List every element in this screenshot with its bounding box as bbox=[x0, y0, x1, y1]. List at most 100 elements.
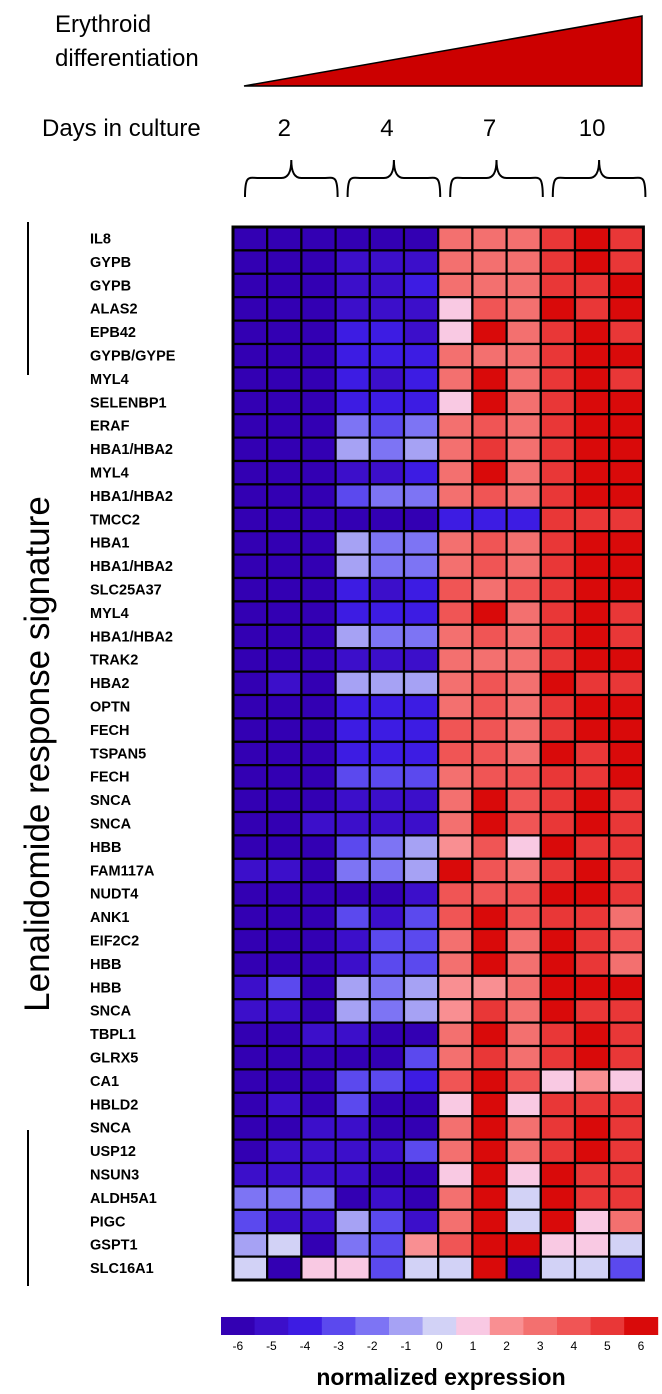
heatmap-cell bbox=[266, 1068, 303, 1094]
heatmap-cell bbox=[266, 1255, 303, 1282]
heatmap-cell bbox=[368, 1091, 406, 1118]
heatmap-cell bbox=[402, 1161, 440, 1188]
gene-label: MYL4 bbox=[90, 606, 129, 622]
heatmap-cell bbox=[334, 1208, 371, 1235]
heatmap-cell bbox=[300, 904, 337, 931]
heatmap-cell bbox=[573, 1208, 611, 1235]
legend-swatch bbox=[288, 1317, 323, 1335]
heatmap-cell bbox=[437, 389, 474, 416]
heatmap-cell bbox=[368, 1255, 406, 1282]
heatmap-cell bbox=[608, 506, 645, 533]
heatmap-cell bbox=[505, 413, 542, 439]
heatmap-cell bbox=[437, 225, 474, 252]
heatmap-cell bbox=[402, 1232, 440, 1258]
heatmap-cell bbox=[539, 576, 577, 603]
heatmap-cell bbox=[608, 670, 645, 697]
heatmap-cell bbox=[266, 1115, 303, 1141]
heatmap-cell bbox=[300, 857, 337, 884]
day-group-braces bbox=[244, 159, 647, 198]
legend-tick-label: 6 bbox=[638, 1339, 645, 1353]
heatmap-cell bbox=[437, 249, 474, 275]
gene-label: FECH bbox=[90, 723, 129, 739]
heatmap-cell bbox=[231, 904, 269, 931]
heatmap-cell bbox=[539, 389, 577, 416]
heatmap-cell bbox=[608, 647, 645, 673]
heatmap-cell bbox=[608, 296, 645, 322]
heatmap-cell bbox=[231, 1255, 269, 1282]
heatmap-cell bbox=[334, 272, 371, 299]
heatmap-cell bbox=[573, 693, 611, 720]
gene-label: ALDH5A1 bbox=[90, 1191, 157, 1207]
heatmap-cell bbox=[402, 436, 440, 463]
heatmap-cell bbox=[300, 927, 337, 954]
heatmap-cell bbox=[539, 553, 577, 580]
heatmap-cell bbox=[437, 1021, 474, 1048]
heatmap-cell bbox=[266, 1185, 303, 1211]
heatmap-cell bbox=[573, 553, 611, 580]
heatmap-cell bbox=[608, 834, 645, 860]
heatmap-cell bbox=[471, 530, 508, 556]
gene-label: TMCC2 bbox=[90, 512, 140, 528]
heatmap-cell bbox=[402, 366, 440, 392]
heatmap-cell bbox=[539, 857, 577, 884]
heatmap-cell bbox=[437, 693, 474, 720]
gene-label: SNCA bbox=[90, 793, 132, 809]
heatmap-cell bbox=[231, 1044, 269, 1071]
heatmap-cell bbox=[334, 1021, 371, 1048]
legend-swatches bbox=[221, 1317, 659, 1335]
heatmap-cell bbox=[437, 927, 474, 954]
heatmap-cell bbox=[368, 413, 406, 439]
heatmap-cell bbox=[300, 576, 337, 603]
heatmap-cell bbox=[437, 553, 474, 580]
heatmap-cell bbox=[608, 904, 645, 931]
heatmap-cell bbox=[368, 530, 406, 556]
heatmap-cell bbox=[300, 670, 337, 697]
heatmap-cell bbox=[539, 740, 577, 767]
heatmap-cell bbox=[368, 272, 406, 299]
heatmap-cell bbox=[266, 693, 303, 720]
heatmap-cell bbox=[471, 413, 508, 439]
gene-label: GYPB bbox=[90, 278, 131, 294]
heatmap-cell bbox=[539, 342, 577, 369]
heatmap-cell bbox=[368, 249, 406, 275]
heatmap-cell bbox=[608, 1068, 645, 1094]
heatmap-cell bbox=[437, 717, 474, 743]
gene-label: OPTN bbox=[90, 700, 130, 716]
heatmap-cell bbox=[573, 249, 611, 275]
gene-label: ANK1 bbox=[90, 910, 129, 926]
heatmap-cell bbox=[402, 834, 440, 860]
heatmap-cells bbox=[231, 225, 645, 1282]
signature-side: Lenalidomide response signature bbox=[18, 222, 57, 1286]
heatmap-cell bbox=[402, 647, 440, 673]
heatmap-cell bbox=[471, 670, 508, 697]
heatmap-cell bbox=[505, 1044, 542, 1071]
heatmap-cell bbox=[402, 1115, 440, 1141]
heatmap-cell bbox=[573, 810, 611, 837]
heatmap-cell bbox=[300, 810, 337, 837]
heatmap-cell bbox=[539, 834, 577, 860]
heatmap-cell bbox=[573, 1115, 611, 1141]
heatmap-cell bbox=[334, 576, 371, 603]
heatmap-cell bbox=[334, 249, 371, 275]
heatmap-cell bbox=[471, 951, 508, 977]
heatmap-cell bbox=[334, 1115, 371, 1141]
heatmap-cell bbox=[368, 881, 406, 907]
heatmap-cell bbox=[402, 693, 440, 720]
heatmap-cell bbox=[437, 670, 474, 697]
heatmap-cell bbox=[300, 834, 337, 860]
heatmap-cell bbox=[231, 717, 269, 743]
heatmap-cell bbox=[300, 600, 337, 626]
heatmap-cell bbox=[471, 1255, 508, 1282]
gene-label: EPB42 bbox=[90, 325, 136, 341]
heatmap-cell bbox=[471, 576, 508, 603]
heatmap-cell bbox=[231, 998, 269, 1024]
heatmap-cell bbox=[573, 623, 611, 650]
heatmap-cell bbox=[608, 998, 645, 1024]
heatmap-cell bbox=[471, 366, 508, 392]
heatmap-cell bbox=[368, 366, 406, 392]
heatmap-cell bbox=[266, 647, 303, 673]
heatmap-cell bbox=[300, 1091, 337, 1118]
heatmap-cell bbox=[573, 296, 611, 322]
heatmap-cell bbox=[539, 904, 577, 931]
